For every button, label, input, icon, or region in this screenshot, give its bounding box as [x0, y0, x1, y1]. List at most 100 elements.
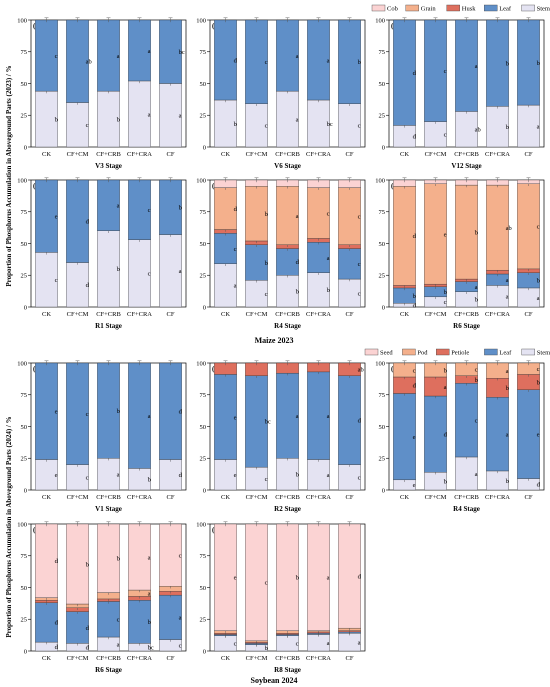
significance-letter: c [117, 617, 120, 624]
y-tick-label: 100 [196, 360, 206, 367]
y-tick-label: 75 [21, 392, 28, 399]
stage-label: V6 Stage [274, 162, 301, 170]
significance-letter: b [265, 645, 268, 652]
significance-letter: a [148, 413, 151, 420]
legend-label-petiole: Petiole [451, 350, 469, 357]
x-tick-label: CF+CRA [306, 494, 331, 501]
significance-letter: c [265, 59, 268, 66]
significance-letter: a [148, 554, 151, 561]
significance-letter: e [413, 482, 416, 489]
legend-swatch-leaf [484, 348, 498, 356]
x-tick-label: CF+CM [425, 311, 447, 318]
x-tick-label: CF+CRA [485, 494, 510, 501]
legend-swatch-stem [521, 4, 535, 12]
x-tick-label: CF+CM [246, 311, 268, 318]
y-tick-label: 75 [200, 49, 207, 56]
significance-letter: b [117, 266, 120, 273]
significance-letter: b [444, 367, 447, 374]
significance-letter: bc [179, 49, 185, 56]
significance-letter: c [55, 53, 58, 60]
significance-letter: b [179, 205, 182, 212]
y-tick-label: 100 [375, 17, 385, 24]
significance-letter: c [358, 475, 361, 482]
significance-letter: e [413, 434, 416, 441]
y-tick-label: 100 [17, 360, 27, 367]
x-tick-label: CF+CM [425, 494, 447, 501]
y-tick-label: 75 [379, 392, 386, 399]
significance-letter: d [358, 573, 362, 580]
x-tick-label: CF+CRA [127, 655, 152, 662]
significance-letter: b [234, 121, 237, 128]
y-tick-label: 75 [200, 209, 207, 216]
legend-maize: Cob Grain Husk Leaf Stem [371, 4, 550, 13]
significance-letter: a [234, 283, 237, 290]
y-tick-label: 100 [196, 177, 206, 184]
caption-soybean: Soybean 2024 [251, 676, 298, 685]
x-tick-label: CF+CRB [96, 311, 121, 318]
legend-label-cob: Cob [387, 6, 398, 13]
significance-letter: b [475, 297, 478, 304]
significance-letter: c [358, 213, 361, 220]
significance-letter: b [55, 116, 58, 123]
legend-swatch-grain [405, 4, 419, 12]
significance-letter: b [506, 478, 509, 485]
significance-letter: a [117, 203, 120, 210]
x-tick-label: CF [167, 151, 175, 158]
y-tick-label: 0 [382, 487, 385, 494]
significance-letter: e [234, 414, 237, 421]
x-tick-label: CK [42, 311, 51, 318]
y-tick-label: 75 [21, 209, 28, 216]
x-tick-label: CF+CRA [485, 151, 510, 158]
legend-swatch-petiole [436, 348, 450, 356]
significance-letter: d [358, 417, 362, 424]
y-tick-label: 25 [379, 113, 386, 120]
x-tick-label: CF+CM [67, 311, 89, 318]
significance-letter: a [537, 123, 540, 130]
x-tick-label: CF [346, 151, 354, 158]
significance-letter: a [506, 294, 509, 301]
significance-letter: c [475, 367, 478, 374]
significance-letter: c [358, 290, 361, 297]
significance-letter: c [55, 277, 58, 284]
y-tick-label: 75 [379, 49, 386, 56]
significance-letter: b [537, 60, 540, 67]
x-tick-label: CF+CM [67, 151, 89, 158]
y-tick-label: 0 [24, 144, 27, 151]
significance-letter: b [475, 377, 478, 384]
legend-swatch-stem [521, 348, 535, 356]
x-tick-label: CF+CRB [275, 655, 300, 662]
y-tick-label: 25 [200, 273, 207, 280]
significance-letter: a [179, 113, 182, 120]
x-tick-label: CF+CM [67, 655, 89, 662]
significance-letter: e [444, 231, 447, 238]
x-tick-label: CK [42, 151, 51, 158]
x-tick-label: CF+CM [67, 494, 89, 501]
significance-letter: c [179, 643, 182, 650]
x-tick-label: CF+CM [246, 151, 268, 158]
x-tick-label: CK [400, 494, 409, 501]
significance-letter: c [234, 246, 237, 253]
x-tick-label: CK [221, 151, 230, 158]
x-tick-label: CF [346, 311, 354, 318]
significance-letter: a [327, 575, 330, 582]
significance-letter: c [537, 224, 540, 231]
legend-label-pod: Pod [417, 350, 428, 357]
y-tick-label: 50 [200, 81, 207, 88]
x-tick-label: CK [42, 655, 51, 662]
significance-letter: d [234, 57, 238, 64]
significance-letter: c [265, 291, 268, 298]
significance-letter: a [296, 53, 299, 60]
y-tick-label: 75 [21, 553, 28, 560]
significance-letter: a [148, 591, 151, 598]
x-tick-label: CF+CRB [96, 655, 121, 662]
y-tick-label: 50 [21, 585, 28, 592]
y-tick-label: 25 [21, 456, 28, 463]
x-tick-label: CK [221, 655, 230, 662]
significance-letter: c [265, 123, 268, 130]
